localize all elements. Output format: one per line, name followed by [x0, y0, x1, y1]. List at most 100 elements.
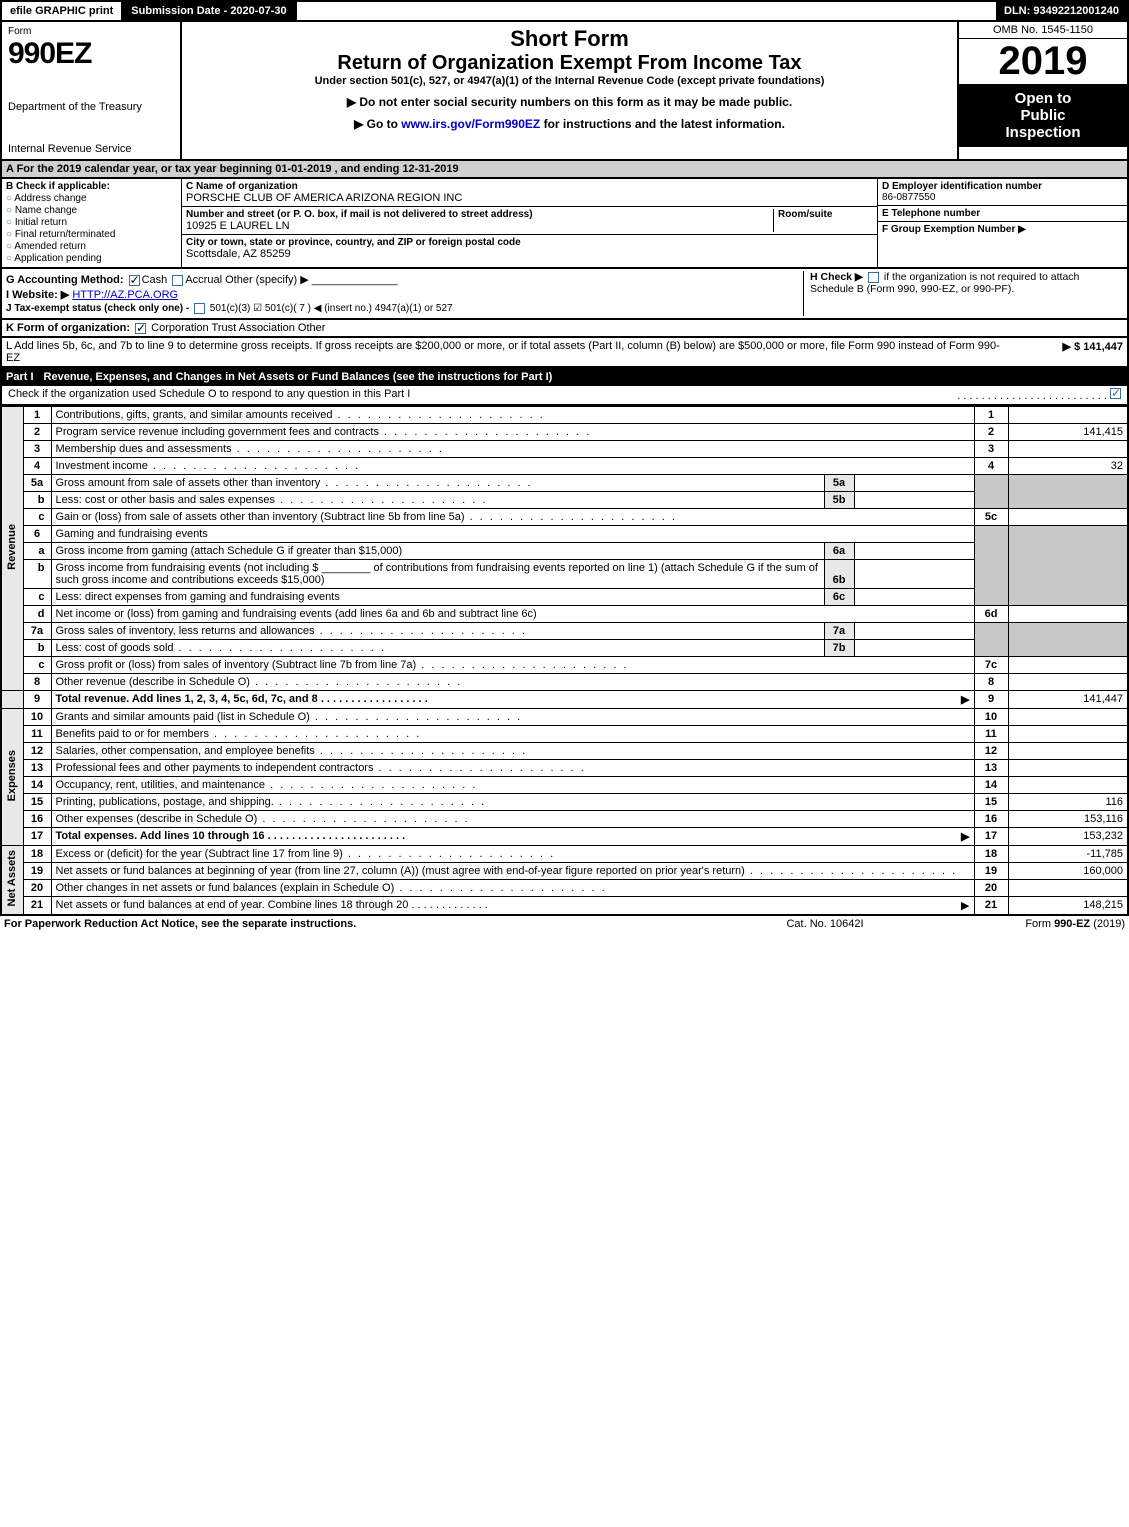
line7c-rtno: 7c: [974, 657, 1008, 674]
line7a-desc: Gross sales of inventory, less returns a…: [51, 623, 824, 640]
chk-corporation[interactable]: [135, 323, 146, 334]
f-label: F Group Exemption Number ▶: [882, 224, 1026, 235]
line18-desc: Excess or (deficit) for the year (Subtra…: [51, 846, 974, 863]
line5b-minival: [854, 492, 974, 509]
c-label: C Name of organization: [186, 181, 873, 192]
row-ein: D Employer identification number 86-0877…: [878, 179, 1127, 206]
line5c-desc: Gain or (loss) from sale of assets other…: [51, 509, 974, 526]
l-amount: ▶ $ 141,447: [1003, 340, 1123, 364]
secA-mid: , and ending: [335, 163, 403, 175]
page-footer: For Paperwork Reduction Act Notice, see …: [0, 916, 1129, 932]
line3-val: [1008, 441, 1128, 458]
line15-desc: Printing, publications, postage, and shi…: [51, 794, 974, 811]
line12-val: [1008, 743, 1128, 760]
row-org-name: C Name of organization PORSCHE CLUB OF A…: [182, 179, 877, 207]
line5a-minival: [854, 475, 974, 492]
efile-print-button[interactable]: efile GRAPHIC print: [2, 2, 123, 20]
header-right: OMB No. 1545-1150 2019 Open to Public In…: [957, 22, 1127, 159]
line17-val: 153,232: [1008, 828, 1128, 846]
line3-no: 3: [23, 441, 51, 458]
irs-link[interactable]: www.irs.gov/Form990EZ: [401, 117, 540, 131]
row-city: City or town, state or province, country…: [182, 235, 877, 262]
secA-label: A For the 2019 calendar year, or tax yea…: [6, 163, 275, 175]
line12-desc: Salaries, other compensation, and employ…: [51, 743, 974, 760]
line7b-no: b: [23, 640, 51, 657]
line8-val: [1008, 674, 1128, 691]
instr2-post: for instructions and the latest informat…: [544, 117, 785, 131]
ein-value: 86-0877550: [882, 192, 935, 203]
line6d-val: [1008, 606, 1128, 623]
chk-amended-return[interactable]: Amended return: [6, 241, 177, 252]
line18-val: -11,785: [1008, 846, 1128, 863]
line14-desc: Occupancy, rent, utilities, and maintena…: [51, 777, 974, 794]
line8-desc: Other revenue (describe in Schedule O): [51, 674, 974, 691]
subtitle: Under section 501(c), 527, or 4947(a)(1)…: [186, 75, 953, 87]
chk-address-change[interactable]: Address change: [6, 193, 177, 204]
chk-initial-return[interactable]: Initial return: [6, 217, 177, 228]
line7a-no: 7a: [23, 623, 51, 640]
room-label: Room/suite: [778, 209, 873, 220]
line2-val: 141,415: [1008, 424, 1128, 441]
line8-rtno: 8: [974, 674, 1008, 691]
website-link[interactable]: HTTP://AZ.PCA.ORG: [72, 289, 178, 301]
line7a-mini: 7a: [824, 623, 854, 640]
chk-accrual[interactable]: [172, 275, 183, 286]
part1-no: Part I: [6, 371, 44, 383]
line15-no: 15: [23, 794, 51, 811]
part1-header: Part I Revenue, Expenses, and Changes in…: [0, 368, 1129, 386]
row-group-exempt: F Group Exemption Number ▶: [878, 222, 1127, 237]
line9-desc: Total revenue. Add lines 1, 2, 3, 4, 5c,…: [51, 691, 974, 709]
line6c-mini: 6c: [824, 589, 854, 606]
form-header: Form 990EZ Department of the Treasury In…: [0, 22, 1129, 161]
dept-treasury: Department of the Treasury: [8, 101, 174, 113]
chk-name-change[interactable]: Name change: [6, 205, 177, 216]
form-label: Form: [8, 26, 174, 37]
chk-schedule-b[interactable]: [868, 272, 879, 283]
topbar-spacer: [297, 2, 996, 20]
line6a-desc: Gross income from gaming (attach Schedul…: [51, 543, 824, 560]
footer-right: Form 990-EZ (2019): [925, 918, 1125, 930]
org-name: PORSCHE CLUB OF AMERICA ARIZONA REGION I…: [186, 192, 873, 204]
line6b-mini: 6b: [824, 560, 854, 589]
k-opts: Corporation Trust Association Other: [151, 322, 325, 334]
i-label: I Website: ▶: [6, 289, 69, 301]
line20-val: [1008, 880, 1128, 897]
line14-no: 14: [23, 777, 51, 794]
line21-rtno: 21: [974, 897, 1008, 916]
inspect-1: Open to: [1015, 90, 1072, 107]
instr-link: ▶ Go to www.irs.gov/Form990EZ for instru…: [186, 117, 953, 131]
chk-application-pending[interactable]: Application pending: [6, 253, 177, 264]
line1-val: [1008, 407, 1128, 424]
top-bar: efile GRAPHIC print Submission Date - 20…: [0, 0, 1129, 22]
line18-no: 18: [23, 846, 51, 863]
submission-date: Submission Date - 2020-07-30: [123, 2, 296, 20]
line-k: K Form of organization: Corporation Trus…: [0, 320, 1129, 338]
part1-title: Revenue, Expenses, and Changes in Net As…: [44, 371, 1123, 383]
line8-no: 8: [23, 674, 51, 691]
chk-501c3[interactable]: [194, 303, 205, 314]
line5ab-shade2: [1008, 475, 1128, 509]
line11-no: 11: [23, 726, 51, 743]
footer-left: For Paperwork Reduction Act Notice, see …: [4, 918, 725, 930]
line5b-desc: Less: cost or other basis and sales expe…: [51, 492, 824, 509]
line2-no: 2: [23, 424, 51, 441]
chk-final-return[interactable]: Final return/terminated: [6, 229, 177, 240]
b-label: B Check if applicable:: [6, 181, 110, 192]
line16-no: 16: [23, 811, 51, 828]
line19-val: 160,000: [1008, 863, 1128, 880]
line13-no: 13: [23, 760, 51, 777]
vlabel-expenses: Expenses: [1, 709, 23, 846]
section-a-tax-year: A For the 2019 calendar year, or tax yea…: [0, 161, 1129, 179]
line20-desc: Other changes in net assets or fund bala…: [51, 880, 974, 897]
line19-desc: Net assets or fund balances at beginning…: [51, 863, 974, 880]
line17-no: 17: [23, 828, 51, 846]
line-j: J Tax-exempt status (check only one) - 5…: [6, 303, 803, 314]
chk-schedule-o[interactable]: [1110, 388, 1121, 399]
row-phone: E Telephone number: [878, 206, 1127, 222]
line10-rtno: 10: [974, 709, 1008, 726]
line1-rtno: 1: [974, 407, 1008, 424]
meta-g-h: G Accounting Method: Cash Accrual Other …: [0, 269, 1129, 320]
header-left: Form 990EZ Department of the Treasury In…: [2, 22, 182, 159]
line10-no: 10: [23, 709, 51, 726]
chk-cash[interactable]: [129, 275, 140, 286]
